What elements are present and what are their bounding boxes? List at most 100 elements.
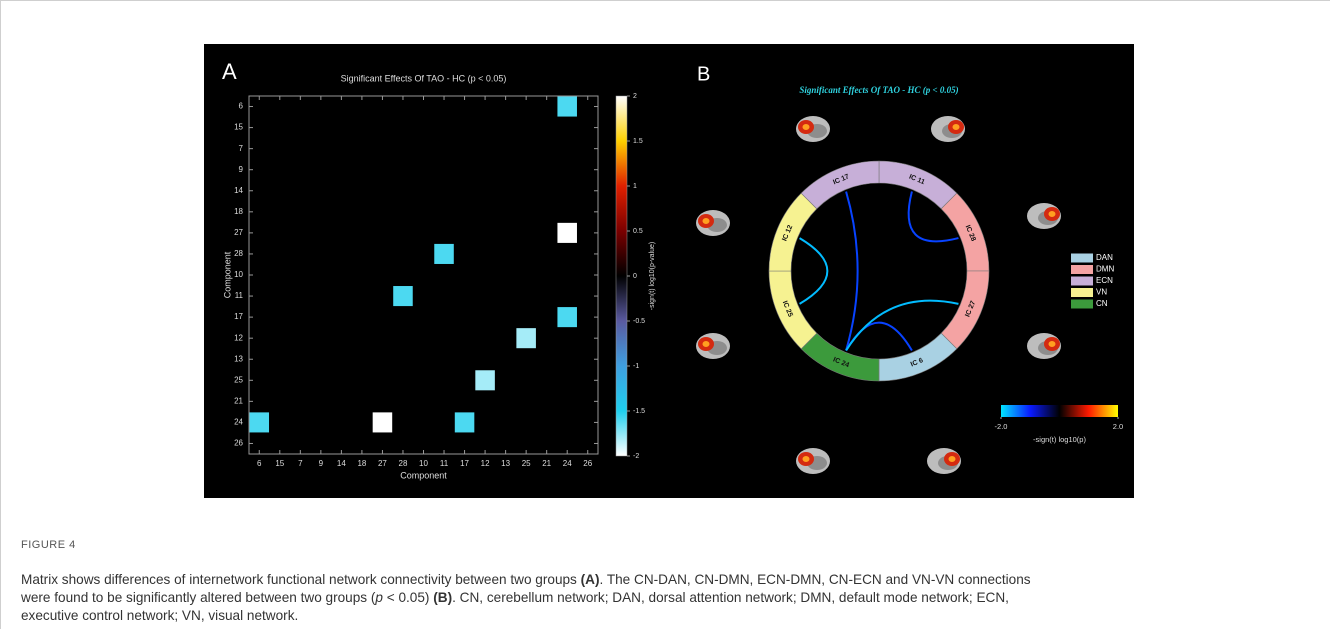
- x-tick-label: 25: [522, 459, 531, 468]
- legend-swatch: [1071, 288, 1093, 297]
- x-tick-label: 15: [275, 459, 284, 468]
- x-tick-label: 26: [583, 459, 592, 468]
- activation-core: [803, 124, 810, 130]
- caption-text: Matrix shows differences of internetwork…: [21, 572, 581, 587]
- colorbar-label: -sign(t) log10(p): [1033, 435, 1086, 444]
- legend-label: DAN: [1096, 253, 1113, 262]
- panel-title: Significant Effects Of TAO - HC (p < 0.0…: [341, 73, 507, 83]
- brain-image: [1027, 333, 1061, 359]
- colorbar-tick-label: -0.5: [633, 318, 645, 325]
- x-tick-label: 24: [563, 459, 572, 468]
- panel-letter: A: [222, 59, 237, 84]
- panel-letter: B: [697, 63, 710, 85]
- colorbar-tick-label: -2: [633, 453, 639, 460]
- brain-image: [796, 116, 830, 142]
- matrix-cell: [373, 412, 393, 432]
- colorbar-tick-label: 0: [633, 273, 637, 280]
- matrix-cell: [393, 286, 413, 306]
- matrix-cell: [557, 223, 577, 243]
- colorbar-tick-label: -1: [633, 363, 639, 370]
- x-axis-label: Component: [400, 470, 447, 480]
- y-tick-label: 12: [234, 333, 243, 342]
- legend-label: ECN: [1096, 276, 1113, 285]
- panel-title: Significant Effects Of TAO - HC (p < 0.0…: [799, 85, 958, 95]
- legend-label: VN: [1096, 288, 1107, 297]
- activation-core: [803, 456, 810, 462]
- panel-a: A Significant Effects Of TAO - HC (p < 0.…: [222, 59, 656, 481]
- y-tick-label: 15: [234, 123, 243, 132]
- colorbar-tick-label: 1: [633, 183, 637, 190]
- caption-text: (A): [581, 572, 600, 587]
- legend-swatch: [1071, 254, 1093, 263]
- caption-text: (B): [433, 590, 452, 605]
- x-tick-label: 28: [399, 459, 408, 468]
- activation-core: [949, 456, 956, 462]
- matrix-cell: [250, 412, 270, 432]
- matrix-cell: [475, 370, 495, 390]
- x-tick-label: 21: [542, 459, 551, 468]
- x-tick-label: 11: [440, 459, 449, 468]
- y-tick-label: 9: [239, 165, 244, 174]
- x-tick-label: 6: [257, 459, 262, 468]
- y-tick-label: 27: [234, 228, 243, 237]
- legend-label: CN: [1096, 299, 1108, 308]
- y-tick-label: 14: [234, 186, 243, 195]
- plot-frame: [249, 96, 598, 454]
- brain-image: [927, 448, 961, 474]
- figure-label: FIGURE 4: [21, 539, 76, 551]
- colorbar-label: -sign(t) log10(p-value): [649, 242, 656, 310]
- colorbar-tick-label: 2: [633, 93, 637, 100]
- brain-image: [796, 448, 830, 474]
- x-tick-label: 18: [357, 459, 366, 468]
- matrix-cell: [516, 328, 536, 348]
- caption-text: < 0.05): [383, 590, 433, 605]
- x-tick-label: 7: [298, 459, 303, 468]
- activation-core: [703, 341, 710, 347]
- x-tick-label: 14: [337, 459, 346, 468]
- y-tick-label: 13: [234, 354, 243, 363]
- legend-swatch: [1071, 300, 1093, 309]
- legend-swatch: [1071, 277, 1093, 286]
- brain-image: [931, 116, 965, 142]
- x-tick-label: 27: [378, 459, 387, 468]
- activation-core: [1049, 341, 1056, 347]
- y-tick-label: 28: [234, 249, 243, 258]
- brain-image: [696, 210, 730, 236]
- colorbar: [1001, 405, 1118, 417]
- activation-core: [953, 124, 960, 130]
- colorbar-tick-label: 0.5: [633, 228, 643, 235]
- matrix-cell: [557, 307, 577, 327]
- activation-core: [703, 218, 710, 224]
- colorbar-tick-label: -1.5: [633, 408, 645, 415]
- y-tick-label: 10: [234, 270, 243, 279]
- matrix-cell: [434, 244, 454, 264]
- figure: A Significant Effects Of TAO - HC (p < 0.…: [204, 44, 1134, 498]
- colorbar-tick-label: 2.0: [1113, 422, 1123, 431]
- colorbar-tick-label: 1.5: [633, 138, 643, 145]
- brain-image: [696, 333, 730, 359]
- x-tick-label: 9: [319, 459, 324, 468]
- brain-image: [1027, 203, 1061, 229]
- caption-text: p: [375, 590, 383, 605]
- x-tick-label: 10: [419, 459, 428, 468]
- y-tick-label: 6: [239, 102, 244, 111]
- x-tick-label: 12: [481, 459, 490, 468]
- page: A Significant Effects Of TAO - HC (p < 0.…: [0, 0, 1330, 629]
- activation-core: [1049, 211, 1056, 217]
- x-tick-label: 13: [501, 459, 510, 468]
- y-tick-label: 26: [234, 439, 243, 448]
- colorbar-tick-label: -2.0: [995, 422, 1008, 431]
- x-tick-label: 17: [460, 459, 469, 468]
- y-tick-label: 25: [234, 375, 243, 384]
- y-tick-label: 11: [235, 291, 244, 300]
- legend-swatch: [1071, 265, 1093, 274]
- matrix-cell: [455, 412, 475, 432]
- y-tick-label: 17: [234, 312, 243, 321]
- legend-label: DMN: [1096, 265, 1114, 274]
- y-tick-label: 21: [234, 396, 243, 405]
- colorbar: [616, 96, 627, 456]
- y-tick-label: 18: [234, 207, 243, 216]
- matrix-cell: [557, 97, 577, 117]
- y-axis-label: Component: [222, 251, 232, 298]
- caption: Matrix shows differences of internetwork…: [21, 571, 1031, 625]
